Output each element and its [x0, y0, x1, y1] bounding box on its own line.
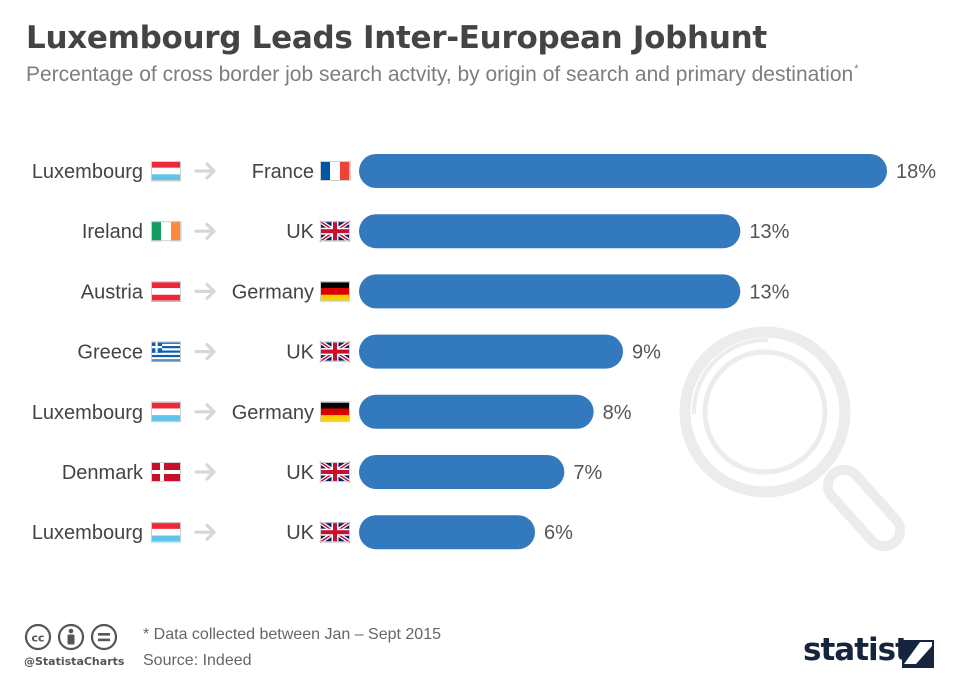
arrow-right-icon — [194, 222, 216, 240]
nd-icon — [90, 623, 118, 651]
flag-lu-icon — [151, 401, 181, 423]
flag-uk-icon — [318, 520, 352, 544]
bar — [359, 455, 565, 489]
footnote: * Data collected between Jan – Sept 2015 — [143, 626, 441, 643]
flag-gr-icon — [151, 341, 181, 362]
bar — [359, 334, 623, 369]
origin-label: Ireland — [82, 221, 143, 243]
subtitle-asterisk: * — [854, 63, 859, 75]
flag-at-icon — [151, 281, 181, 302]
destination-label: Germany — [232, 281, 314, 303]
bar-value-label: 9% — [632, 342, 661, 364]
by-icon — [57, 623, 85, 651]
magnifier-icon — [679, 326, 906, 552]
flag-de-icon — [320, 401, 350, 423]
bar-value-label: 13% — [749, 221, 789, 243]
svg-text:cc: cc — [31, 632, 44, 645]
bar — [359, 515, 535, 550]
chart-subtitle: Percentage of cross border job search ac… — [26, 63, 858, 87]
origin-label: Luxembourg — [32, 522, 143, 544]
flag-lu-icon — [151, 161, 181, 182]
bar — [359, 274, 741, 309]
flag-dk-icon — [151, 462, 181, 482]
origin-label: Greece — [77, 342, 143, 364]
flag-fr-icon — [320, 161, 351, 181]
source-line: Source: Indeed — [143, 652, 252, 669]
destination-label: UK — [286, 221, 314, 243]
flag-uk-icon — [318, 219, 352, 243]
arrow-right-icon — [194, 343, 216, 361]
bar-value-label: 18% — [896, 161, 936, 183]
bar-value-label: 13% — [749, 281, 789, 303]
bar-value-label: 6% — [544, 522, 573, 544]
license-icons: cc — [24, 623, 118, 651]
bar-value-label: 7% — [573, 462, 602, 484]
flag-ie-icon — [151, 221, 182, 242]
origin-label: Luxembourg — [32, 402, 143, 424]
destination-label: UK — [286, 462, 314, 484]
arrow-right-icon — [194, 162, 216, 180]
statista-logo-icon — [902, 640, 934, 668]
flag-uk-icon — [318, 460, 352, 484]
origin-label: Austria — [81, 281, 144, 303]
flag-de-icon — [320, 281, 350, 302]
destination-label: Germany — [232, 402, 314, 424]
arrow-right-icon — [194, 463, 216, 481]
cc-icon: cc — [24, 623, 52, 651]
bar — [359, 214, 741, 249]
arrow-right-icon — [194, 403, 216, 421]
destination-label: UK — [286, 342, 314, 364]
flag-uk-icon — [318, 339, 352, 364]
arrow-right-icon — [194, 523, 216, 541]
bar — [359, 394, 594, 429]
bar — [359, 154, 887, 188]
statista-handle: @StatistaCharts — [24, 655, 125, 668]
chart-title: Luxembourg Leads Inter-European Jobhunt — [26, 20, 767, 56]
subtitle-text: Percentage of cross border job search ac… — [26, 63, 854, 86]
bar-value-label: 8% — [603, 402, 632, 424]
bar-chart: Luxembourg France 18% Ireland UK 13% Austria Ge… — [32, 154, 936, 552]
arrow-right-icon — [194, 282, 216, 300]
origin-label: Denmark — [62, 462, 144, 484]
destination-label: UK — [286, 522, 314, 544]
origin-label: Luxembourg — [32, 161, 143, 183]
flag-lu-icon — [151, 522, 181, 543]
destination-label: France — [252, 161, 314, 183]
